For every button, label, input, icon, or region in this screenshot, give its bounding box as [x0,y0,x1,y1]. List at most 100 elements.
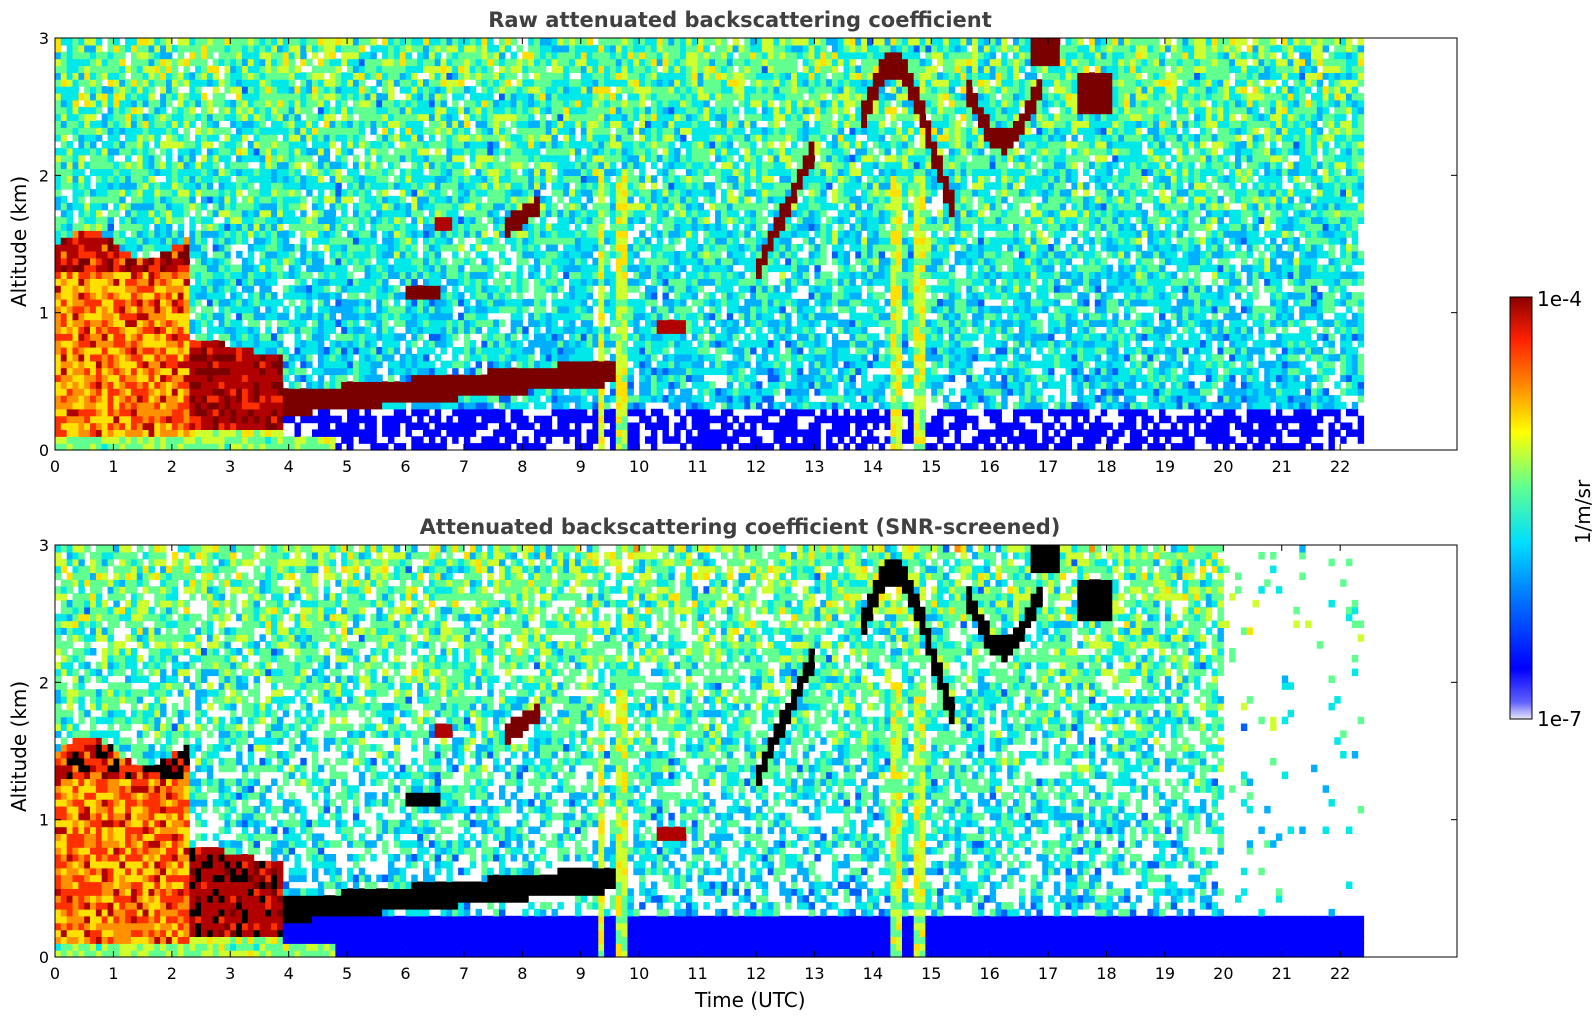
heatmap-cell [254,388,260,396]
heatmap-cell [73,443,79,451]
heatmap-cell [557,59,563,67]
heatmap-cell [499,38,505,46]
heatmap-cell [522,114,528,122]
heatmap-cell [511,52,517,60]
heatmap-cell [195,175,201,183]
heatmap-cell [178,120,184,128]
heatmap-cell [347,292,353,300]
heatmap-cell [160,230,166,238]
heatmap-cell [160,326,166,334]
heatmap-cell [131,59,137,67]
heatmap-cell [341,59,347,67]
heatmap-cell [563,114,569,122]
heatmap-cell [335,162,341,170]
heatmap-cell [359,100,365,108]
heatmap-cell [557,409,563,417]
heatmap-cell [113,175,119,183]
heatmap-cell [166,347,172,355]
heatmap-cell [236,354,242,362]
heatmap-cell [365,203,371,211]
heatmap-cell [213,251,219,259]
heatmap-cell [476,169,482,177]
heatmap-cell [300,436,306,444]
heatmap-cell [517,45,523,53]
heatmap-cell [557,251,563,259]
heatmap-cell [569,134,575,142]
heatmap-cell [230,292,236,300]
heatmap-cell [242,127,248,135]
heatmap-cell [423,223,429,231]
heatmap-cell [382,347,388,355]
heatmap-cell [347,93,353,101]
heatmap-cell [400,388,406,396]
heatmap-cell [359,333,365,341]
heatmap-cell [300,340,306,348]
heatmap-cell [511,86,517,94]
heatmap-cell [429,278,435,286]
heatmap-cell [300,217,306,225]
heatmap-cell [493,127,499,135]
heatmap-cell [207,347,213,355]
heatmap-cell [224,175,230,183]
heatmap-cell [166,409,172,417]
heatmap-cell [201,72,207,80]
heatmap-cell [458,169,464,177]
heatmap-cell [365,409,371,417]
heatmap-cell [172,244,178,252]
heatmap-cell [400,120,406,128]
heatmap-cell [534,79,540,87]
heatmap-cell [341,210,347,218]
heatmap-cell [587,388,593,396]
heatmap-cell [435,52,441,60]
heatmap-cell [335,347,341,355]
heatmap-cell [587,375,593,383]
heatmap-cell [546,210,552,218]
heatmap-cell [546,120,552,128]
heatmap-cell [283,169,289,177]
heatmap-cell [528,134,534,142]
heatmap-cell [400,127,406,135]
heatmap-cell [312,285,318,293]
heatmap-cell [546,416,552,424]
heatmap-cell [324,230,330,238]
heatmap-cell [406,210,412,218]
heatmap-cell [534,368,540,376]
heatmap-cell [557,210,563,218]
heatmap-cell [131,333,137,341]
heatmap-cell [429,79,435,87]
heatmap-cell [207,320,213,328]
heatmap-cell [429,320,435,328]
heatmap-cell [189,388,195,396]
heatmap-cell [546,285,552,293]
heatmap-cell [108,217,114,225]
heatmap-cell [575,107,581,115]
heatmap-cell [476,278,482,286]
heatmap-cell [143,175,149,183]
heatmap-cell [522,141,528,149]
heatmap-cell [318,423,324,431]
heatmap-cell [283,107,289,115]
heatmap-cell [189,217,195,225]
heatmap-cell [353,182,359,190]
heatmap-cell [113,79,119,87]
heatmap-cell [517,326,523,334]
heatmap-cell [394,148,400,156]
heatmap-cell [271,395,277,403]
heatmap-cell [201,66,207,74]
heatmap-cell [184,107,190,115]
heatmap-cell [260,189,266,197]
heatmap-cell [528,38,534,46]
heatmap-cell [178,320,184,328]
heatmap-cell [505,134,511,142]
heatmap-cell [102,416,108,424]
heatmap-cell [587,175,593,183]
heatmap-cell [388,423,394,431]
heatmap-cell [452,120,458,128]
heatmap-cell [592,340,598,348]
heatmap-cell [143,217,149,225]
heatmap-cell [172,443,178,451]
heatmap-cell [312,333,318,341]
heatmap-cell [376,196,382,204]
heatmap-cell [108,72,114,80]
heatmap-cell [131,416,137,424]
